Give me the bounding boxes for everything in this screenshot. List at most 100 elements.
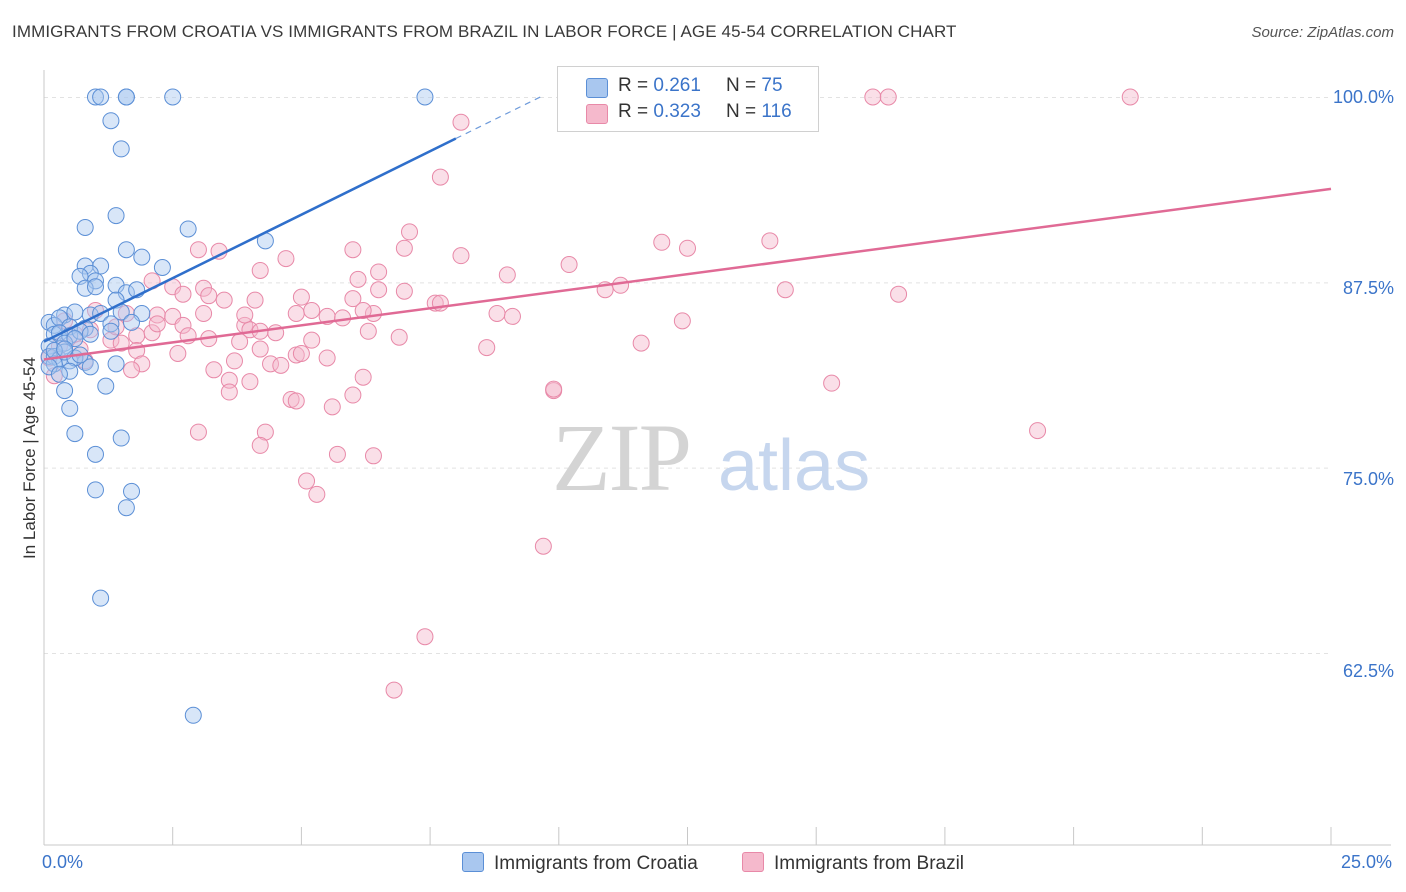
croatia-point: [81, 358, 99, 376]
legend-label: Immigrants from Brazil: [774, 853, 965, 874]
brazil-point: [112, 334, 130, 352]
brazil-point: [251, 340, 269, 358]
brazil-point: [354, 302, 372, 320]
brazil-point: [328, 445, 346, 463]
n-value: 116: [761, 101, 792, 122]
brazil-point: [545, 380, 563, 398]
brazil-swatch: [742, 852, 764, 872]
croatia-point: [81, 325, 99, 343]
brazil-point: [560, 256, 578, 274]
croatia-point: [179, 220, 197, 238]
croatia-point: [184, 706, 202, 724]
y-tick-label: 62.5%: [1342, 661, 1394, 681]
x-tick-label: 0.0%: [42, 852, 84, 872]
brazil-point: [761, 232, 779, 250]
brazil-point: [823, 374, 841, 392]
brazil-point: [395, 239, 413, 257]
n-value: 75: [761, 75, 783, 96]
croatia-point: [133, 248, 151, 266]
brazil-point: [344, 290, 362, 308]
y-tick-label: 75.0%: [1342, 469, 1394, 489]
croatia-swatch: [462, 852, 484, 872]
brazil-point: [123, 361, 141, 379]
legend-item-croatia: Immigrants from Croatia: [462, 852, 698, 875]
brazil-point: [349, 270, 367, 288]
brazil-point: [236, 306, 254, 324]
croatia-point: [66, 425, 84, 443]
brazil-point: [679, 239, 696, 257]
croatia-point: [45, 355, 63, 373]
croatia-point: [102, 322, 120, 340]
croatia-point: [102, 315, 120, 333]
y-tick-label: 100.0%: [1332, 87, 1394, 107]
brazil-point: [890, 285, 908, 303]
brazil-point: [205, 361, 223, 379]
brazil-point: [776, 281, 794, 299]
croatia-point: [86, 445, 104, 463]
croatia-point: [92, 589, 110, 607]
n-label: N =: [726, 75, 762, 96]
brazil-point: [133, 355, 151, 373]
croatia-point: [50, 365, 68, 383]
croatia-point: [117, 88, 135, 106]
brazil-trend-line: [43, 187, 1332, 361]
croatia-point: [107, 207, 125, 225]
brazil-point: [359, 322, 377, 340]
legend-label: Immigrants from Croatia: [494, 853, 698, 874]
brazil-point: [673, 312, 691, 330]
brazil-point: [292, 288, 310, 306]
r-value: 0.261: [653, 75, 701, 96]
brazil-point: [287, 392, 305, 410]
croatia-point: [112, 429, 130, 447]
croatia-point: [56, 382, 74, 400]
croatia-point: [123, 313, 141, 331]
croatia-point: [86, 88, 104, 106]
brazil-point: [344, 386, 362, 404]
brazil-point: [215, 291, 233, 309]
croatia-point: [66, 303, 84, 321]
brazil-point: [272, 356, 290, 374]
croatia-trend-line: [43, 137, 457, 343]
r-label: R =: [618, 101, 654, 122]
brazil-point: [277, 250, 295, 268]
y-axis-label: In Labor Force | Age 45-54: [20, 357, 39, 559]
brazil-point: [390, 328, 408, 346]
brazil-point: [323, 398, 341, 416]
brazil-point: [303, 331, 321, 349]
legend-item-brazil: Immigrants from Brazil: [742, 852, 964, 875]
brazil-point: [308, 485, 326, 503]
brazil-point: [287, 304, 305, 322]
croatia-point: [66, 330, 84, 348]
brazil-point: [354, 368, 372, 386]
brazil-point: [344, 241, 362, 259]
brazil-point: [200, 287, 218, 305]
brazil-point: [246, 291, 264, 309]
croatia-point: [76, 218, 94, 236]
brazil-point: [174, 285, 192, 303]
brazil-point: [189, 423, 207, 441]
brazil-point: [1029, 422, 1047, 440]
croatia-point: [107, 355, 125, 373]
brazil-point: [231, 333, 249, 351]
brazil-point: [251, 436, 269, 454]
correlation-legend: R = 0.261 N = 75 R = 0.323 N = 116: [557, 66, 819, 132]
brazil-point: [370, 263, 388, 281]
brazil-point: [174, 316, 192, 334]
r-label: R =: [618, 75, 654, 96]
brazil-point: [452, 247, 470, 265]
brazil-point: [303, 302, 321, 320]
brazil-point: [1121, 88, 1139, 106]
brazil-point: [292, 345, 310, 363]
r-value: 0.323: [653, 101, 701, 122]
brazil-point: [498, 266, 516, 284]
croatia-point: [97, 377, 115, 395]
brazil-point: [189, 241, 207, 259]
source-label: Source: ZipAtlas.com: [1251, 24, 1394, 41]
croatia-point: [102, 112, 120, 130]
brazil-point: [653, 233, 671, 251]
n-label: N =: [726, 101, 762, 122]
brazil-point: [195, 304, 213, 322]
brazil-point: [256, 423, 274, 441]
brazil-point: [864, 88, 882, 106]
croatia-point: [86, 278, 104, 296]
